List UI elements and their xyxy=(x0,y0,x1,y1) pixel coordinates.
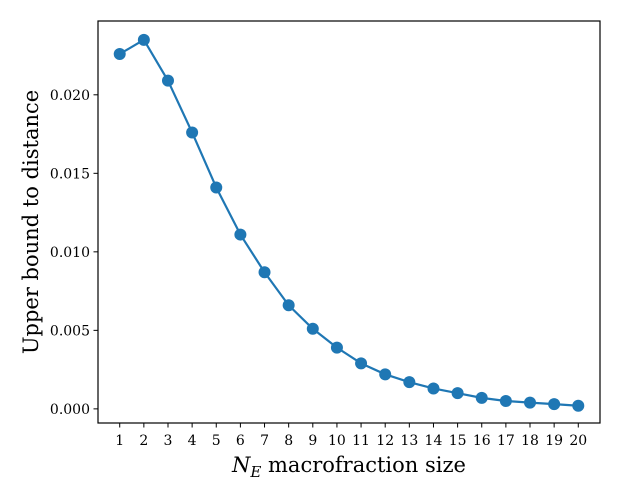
y-axis-label: Upper bound to distance xyxy=(19,90,43,354)
x-tick-label-11: 12 xyxy=(376,433,394,449)
x-tick-label-5: 6 xyxy=(236,433,245,449)
x-tick-label-6: 7 xyxy=(260,433,269,449)
x-tick-label-15: 16 xyxy=(473,433,491,449)
x-tick-label-1: 2 xyxy=(139,433,148,449)
x-tick-label-13: 14 xyxy=(425,433,443,449)
x-tick-label-8: 9 xyxy=(308,433,317,449)
data-point-4 xyxy=(186,126,199,139)
series-line-0 xyxy=(119,38,579,407)
x-tick-label-3: 4 xyxy=(188,433,197,449)
y-tick-label-0: 0.000 xyxy=(50,402,90,418)
x-axis-label: NE macrofraction size xyxy=(231,453,466,481)
y-tick-label-2: 0.010 xyxy=(50,245,90,261)
y-tick-label-4: 0.020 xyxy=(50,88,90,104)
data-point-1 xyxy=(113,47,126,60)
data-point-6 xyxy=(234,228,247,241)
x-axis-label-text: macrofraction size xyxy=(261,453,466,477)
data-point-20 xyxy=(572,399,585,412)
data-point-15 xyxy=(451,387,464,400)
x-tick-label-2: 3 xyxy=(164,433,173,449)
plot-frame xyxy=(97,20,601,424)
x-tick-label-14: 15 xyxy=(449,433,467,449)
x-tick-label-18: 19 xyxy=(545,433,563,449)
data-point-13 xyxy=(403,376,416,389)
data-point-9 xyxy=(306,322,319,335)
data-point-17 xyxy=(499,395,512,408)
data-point-5 xyxy=(210,181,223,194)
data-point-16 xyxy=(475,391,488,404)
x-tick-label-10: 11 xyxy=(352,433,370,449)
x-tick-label-9: 10 xyxy=(328,433,346,449)
x-tick-label-12: 13 xyxy=(400,433,418,449)
x-tick-label-0: 1 xyxy=(115,433,124,449)
x-axis: 1 2 3 4 5 6 7 8 9 10 11 12 13 14 15 16 17 18 19 20 xyxy=(115,423,587,449)
y-tick-label-3: 0.015 xyxy=(50,166,90,182)
x-tick-label-16: 17 xyxy=(497,433,515,449)
x-axis-label-subscript: E xyxy=(249,463,261,481)
x-tick-label-17: 18 xyxy=(521,433,539,449)
data-point-2 xyxy=(137,33,150,46)
x-tick-label-19: 20 xyxy=(569,433,587,449)
data-point-8 xyxy=(282,299,295,312)
data-point-7 xyxy=(258,266,271,279)
data-point-12 xyxy=(379,368,392,381)
data-point-11 xyxy=(355,357,368,370)
plot-area xyxy=(113,33,585,412)
x-tick-label-7: 8 xyxy=(284,433,293,449)
x-tick-label-4: 5 xyxy=(212,433,221,449)
data-point-3 xyxy=(161,74,174,87)
data-point-19 xyxy=(548,398,561,411)
data-point-14 xyxy=(427,382,440,395)
data-point-10 xyxy=(330,341,343,354)
y-tick-label-1: 0.005 xyxy=(50,323,90,339)
y-axis: 0.000 0.005 0.010 0.015 0.020 xyxy=(50,88,98,418)
x-axis-label-variable: N xyxy=(231,453,251,477)
data-point-18 xyxy=(524,396,537,409)
